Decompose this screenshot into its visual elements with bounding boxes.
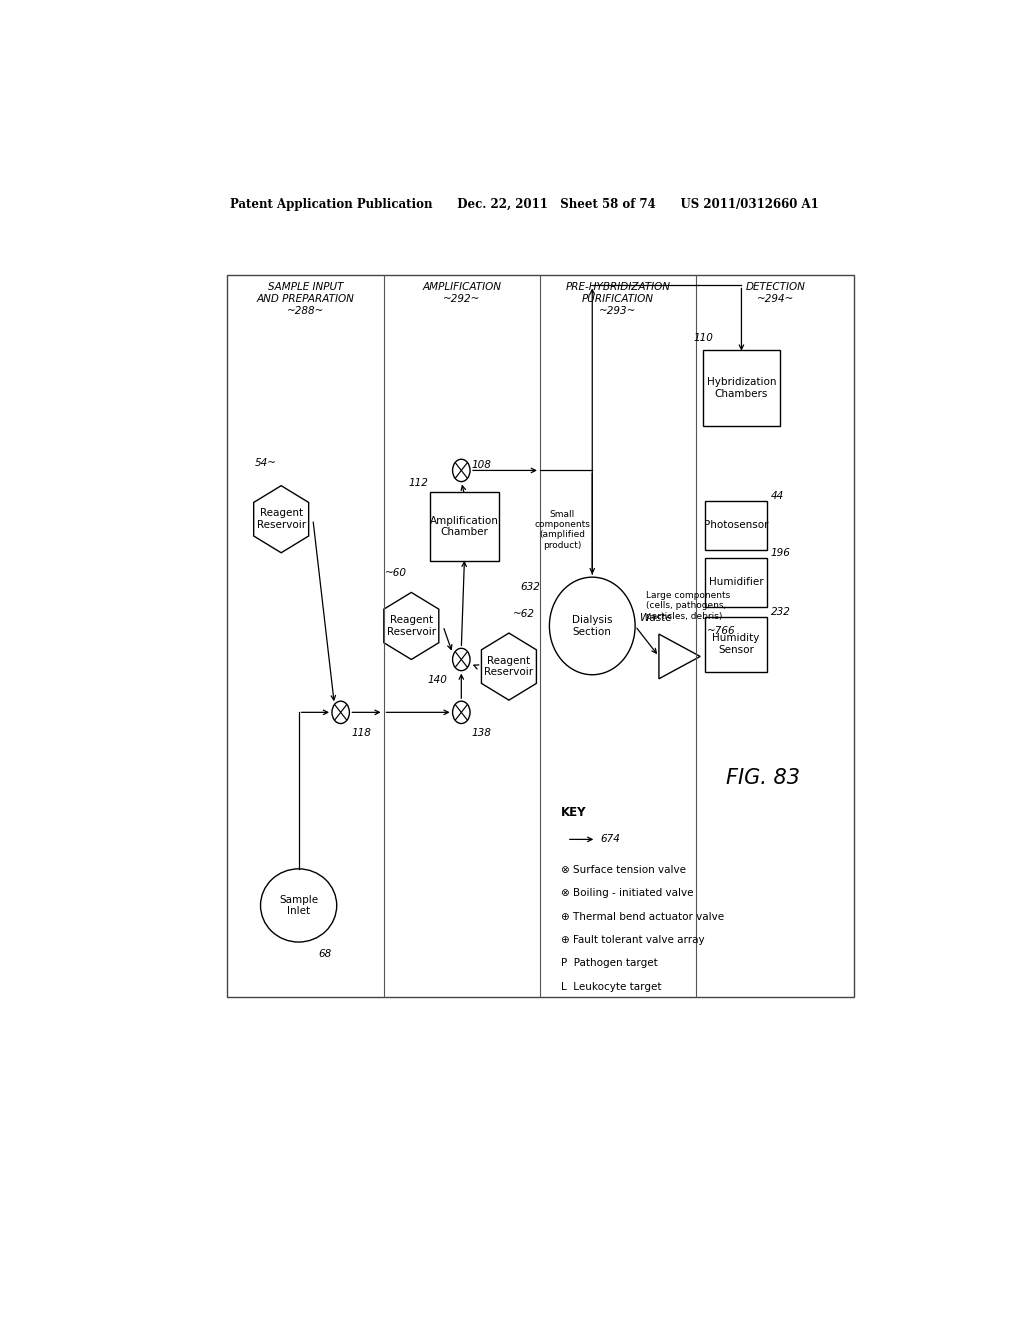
Text: Reagent
Reservoir: Reagent Reservoir — [387, 615, 436, 636]
Text: 138: 138 — [472, 727, 492, 738]
Text: 232: 232 — [771, 607, 791, 616]
Text: 140: 140 — [427, 675, 447, 685]
FancyBboxPatch shape — [703, 351, 779, 426]
Text: AMPLIFICATION
~292~: AMPLIFICATION ~292~ — [422, 282, 501, 304]
FancyBboxPatch shape — [227, 276, 854, 997]
Text: Photosensor: Photosensor — [703, 520, 768, 531]
Circle shape — [453, 459, 470, 482]
Text: KEY: KEY — [560, 807, 586, 818]
Text: Humidifier: Humidifier — [709, 577, 763, 587]
Text: 118: 118 — [351, 727, 371, 738]
Ellipse shape — [260, 869, 337, 942]
FancyBboxPatch shape — [705, 558, 767, 607]
Text: Waste: Waste — [640, 612, 672, 623]
Ellipse shape — [550, 577, 635, 675]
Text: 108: 108 — [472, 461, 492, 470]
Text: ⊗ Boiling - initiated valve: ⊗ Boiling - initiated valve — [560, 888, 693, 898]
Text: Humidity
Sensor: Humidity Sensor — [713, 634, 760, 655]
Text: Reagent
Reservoir: Reagent Reservoir — [257, 508, 306, 531]
FancyBboxPatch shape — [430, 492, 500, 561]
Text: ⊗ Surface tension valve: ⊗ Surface tension valve — [560, 865, 685, 875]
Text: L  Leukocyte target: L Leukocyte target — [560, 982, 662, 991]
Circle shape — [332, 701, 349, 723]
Text: 54~: 54~ — [255, 458, 278, 469]
Text: FIG. 83: FIG. 83 — [726, 768, 800, 788]
Text: 110: 110 — [694, 334, 714, 343]
Text: 112: 112 — [409, 478, 428, 487]
Text: DETECTION
~294~: DETECTION ~294~ — [745, 282, 805, 304]
Text: ~766: ~766 — [708, 626, 736, 636]
Text: Dialysis
Section: Dialysis Section — [572, 615, 612, 636]
Text: ~62: ~62 — [513, 609, 535, 619]
Text: P  Pathogen target: P Pathogen target — [560, 958, 657, 969]
Text: PRE-HYBRIDIZATION
PURIFICATION
~293~: PRE-HYBRIDIZATION PURIFICATION ~293~ — [565, 282, 671, 315]
Text: SAMPLE INPUT
AND PREPARATION
~288~: SAMPLE INPUT AND PREPARATION ~288~ — [256, 282, 354, 315]
Text: Hybridization
Chambers: Hybridization Chambers — [707, 378, 776, 399]
Polygon shape — [384, 593, 439, 660]
Text: ⊕ Fault tolerant valve array: ⊕ Fault tolerant valve array — [560, 935, 705, 945]
Circle shape — [453, 648, 470, 671]
Text: Patent Application Publication      Dec. 22, 2011   Sheet 58 of 74      US 2011/: Patent Application Publication Dec. 22, … — [230, 198, 819, 211]
Polygon shape — [254, 486, 308, 553]
Polygon shape — [481, 634, 537, 700]
Text: ⊕ Thermal bend actuator valve: ⊕ Thermal bend actuator valve — [560, 912, 724, 921]
Text: Reagent
Reservoir: Reagent Reservoir — [484, 656, 534, 677]
Text: 196: 196 — [771, 548, 791, 558]
Circle shape — [453, 701, 470, 723]
Polygon shape — [658, 634, 700, 678]
FancyBboxPatch shape — [705, 500, 767, 549]
Text: Sample
Inlet: Sample Inlet — [280, 895, 318, 916]
Text: ~60: ~60 — [385, 568, 408, 578]
Text: 44: 44 — [771, 491, 784, 500]
Text: 674: 674 — [600, 834, 621, 845]
Text: Small
components
(amplified
product): Small components (amplified product) — [535, 510, 590, 549]
FancyBboxPatch shape — [705, 616, 767, 672]
Text: Large components
(cells, pathogens,
particles, debris): Large components (cells, pathogens, part… — [646, 591, 730, 620]
Text: 632: 632 — [521, 582, 541, 593]
Text: 68: 68 — [318, 949, 332, 960]
Text: Amplification
Chamber: Amplification Chamber — [430, 516, 499, 537]
